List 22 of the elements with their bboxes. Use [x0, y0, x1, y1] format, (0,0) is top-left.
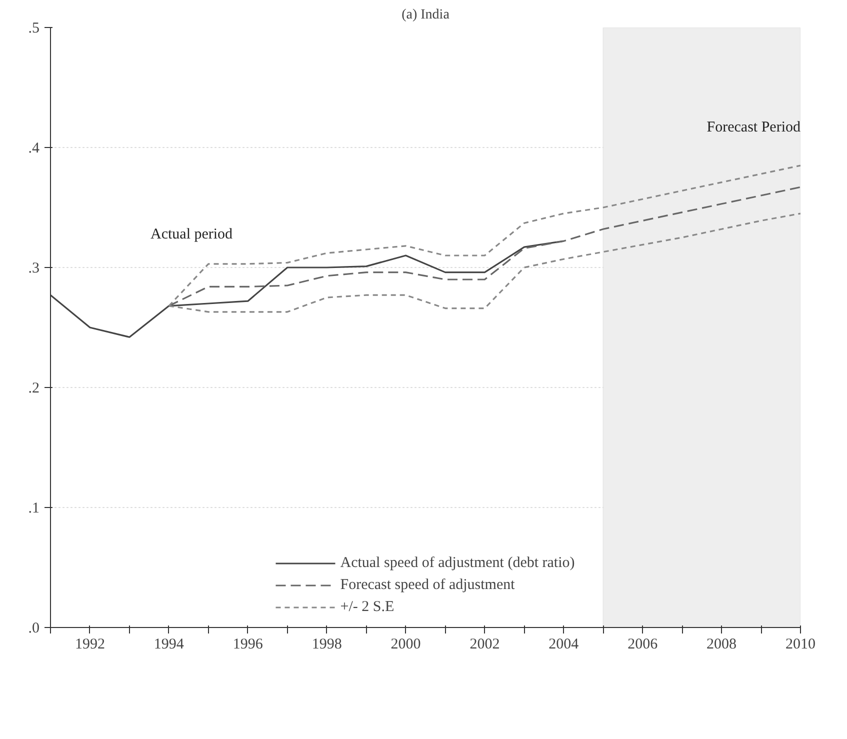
x-tick-label: 2006	[628, 636, 658, 652]
y-tick-label: .1	[28, 500, 40, 516]
y-tick-label: .0	[28, 620, 40, 636]
annotation: Actual period	[150, 226, 234, 242]
x-tick-label: 2004	[548, 636, 580, 652]
band-label: Forecast Period	[706, 120, 801, 136]
y-tick-label: .3	[28, 260, 40, 276]
x-tick-label: 1998	[312, 636, 342, 652]
x-tick-label: 2010	[786, 636, 816, 652]
legend-label: Actual speed of adjustment (debt ratio)	[340, 554, 575, 572]
legend-label: +/- 2 S.E	[340, 598, 394, 616]
legend-label: Forecast speed of adjustment	[340, 576, 515, 594]
x-tick-label: 2002	[470, 636, 500, 652]
x-tick-label: 1996	[232, 636, 264, 652]
y-tick-label: .4	[28, 140, 40, 156]
x-tick-label: 2000	[390, 636, 421, 652]
x-tick-label: 2008	[706, 636, 737, 652]
x-tick-label: 1992	[74, 636, 105, 652]
y-tick-label: .5	[28, 20, 40, 36]
x-tick-label: 1994	[154, 636, 184, 652]
y-tick-label: .2	[28, 380, 40, 396]
chart-title: (a) India	[402, 8, 450, 22]
